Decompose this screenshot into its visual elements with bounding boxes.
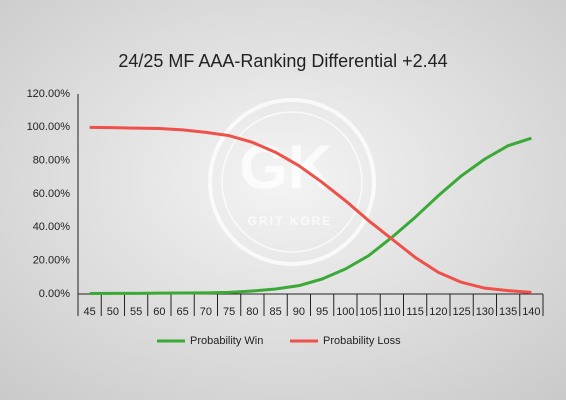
x-tick-label: 110 (383, 306, 401, 318)
y-tick-label: 100.00% (27, 121, 71, 133)
x-tick-label: 115 (406, 306, 424, 318)
x-tick-label: 130 (476, 306, 494, 318)
x-tick-label: 95 (316, 306, 328, 318)
legend-label: Probability Win (190, 335, 263, 347)
x-tick-label: 140 (522, 306, 540, 318)
watermark-ring (221, 111, 363, 253)
watermark-text: GRIT KORE (248, 214, 333, 228)
watermark-ring (208, 98, 376, 266)
x-tick-label: 105 (359, 306, 377, 318)
x-tick-label: 85 (270, 306, 282, 318)
chart-title: 24/25 MF AAA-Ranking Differential +2.44 (118, 51, 447, 71)
x-tick-label: 125 (452, 306, 470, 318)
y-tick-label: 0.00% (39, 288, 70, 300)
y-tick-label: 40.00% (33, 221, 71, 233)
x-tick-label: 60 (153, 306, 165, 318)
x-tick-label: 120 (429, 306, 447, 318)
x-tick-label: 135 (499, 306, 517, 318)
y-tick-label: 80.00% (33, 155, 71, 167)
y-tick-label: 60.00% (33, 188, 71, 200)
series-line (89, 125, 532, 294)
x-tick-label: 100 (336, 306, 354, 318)
x-tick-label: 75 (223, 306, 235, 318)
y-tick-label: 120.00% (27, 88, 71, 100)
legend-label: Probability Loss (323, 335, 401, 347)
x-tick-label: 90 (293, 306, 305, 318)
x-tick-label: 55 (130, 306, 142, 318)
x-tick-label: 70 (200, 306, 212, 318)
x-tick-label: 80 (246, 306, 258, 318)
series-line (89, 136, 532, 295)
x-tick-label: 65 (177, 306, 189, 318)
x-tick-label: 45 (84, 306, 96, 318)
y-tick-label: 20.00% (33, 255, 71, 267)
x-tick-label: 50 (107, 306, 119, 318)
